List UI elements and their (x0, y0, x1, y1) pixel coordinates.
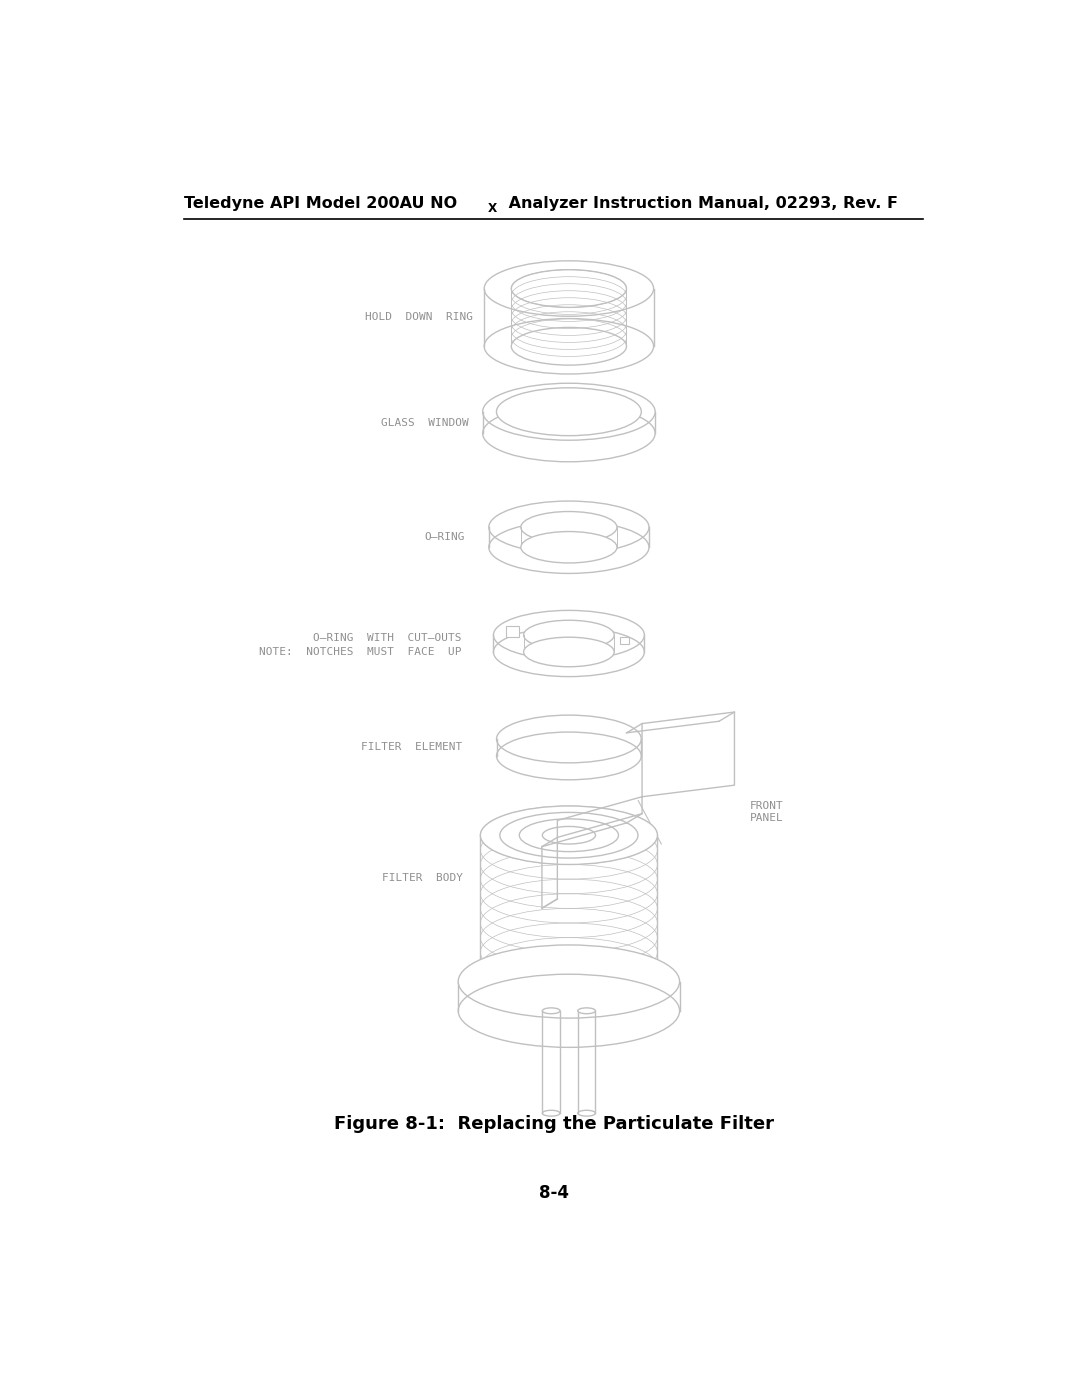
Text: NOTE:  NOTCHES  MUST  FACE  UP: NOTE: NOTCHES MUST FACE UP (258, 647, 461, 657)
Text: FILTER  ELEMENT: FILTER ELEMENT (362, 742, 462, 753)
Ellipse shape (484, 261, 653, 316)
Text: HOLD  DOWN  RING: HOLD DOWN RING (365, 313, 473, 323)
Ellipse shape (489, 502, 649, 553)
Ellipse shape (494, 610, 645, 659)
Text: FILTER  BODY: FILTER BODY (381, 873, 462, 883)
Ellipse shape (524, 637, 615, 666)
Ellipse shape (458, 944, 679, 1018)
FancyBboxPatch shape (507, 626, 518, 637)
Ellipse shape (519, 819, 619, 852)
Ellipse shape (481, 806, 658, 865)
Text: Analyzer Instruction Manual, 02293, Rev. F: Analyzer Instruction Manual, 02293, Rev.… (503, 196, 899, 211)
Ellipse shape (511, 270, 626, 307)
FancyBboxPatch shape (620, 637, 630, 644)
Ellipse shape (483, 383, 656, 440)
Ellipse shape (497, 715, 642, 763)
Text: Figure 8-1:  Replacing the Particulate Filter: Figure 8-1: Replacing the Particulate Fi… (334, 1115, 773, 1133)
Text: FRONT
PANEL: FRONT PANEL (750, 802, 784, 823)
Ellipse shape (500, 813, 638, 858)
Ellipse shape (578, 1007, 595, 1014)
Ellipse shape (542, 1007, 561, 1014)
Ellipse shape (497, 388, 642, 436)
Text: Teledyne API Model 200AU NO: Teledyne API Model 200AU NO (184, 196, 457, 211)
Ellipse shape (524, 620, 615, 650)
Ellipse shape (521, 511, 617, 543)
Text: O–RING  WITH  CUT–OUTS: O–RING WITH CUT–OUTS (312, 633, 461, 644)
Text: 8-4: 8-4 (539, 1185, 568, 1203)
Ellipse shape (542, 827, 595, 844)
Text: O–RING: O–RING (424, 532, 465, 542)
Ellipse shape (521, 531, 617, 563)
Text: X: X (488, 201, 497, 215)
Text: GLASS  WINDOW: GLASS WINDOW (381, 418, 469, 427)
